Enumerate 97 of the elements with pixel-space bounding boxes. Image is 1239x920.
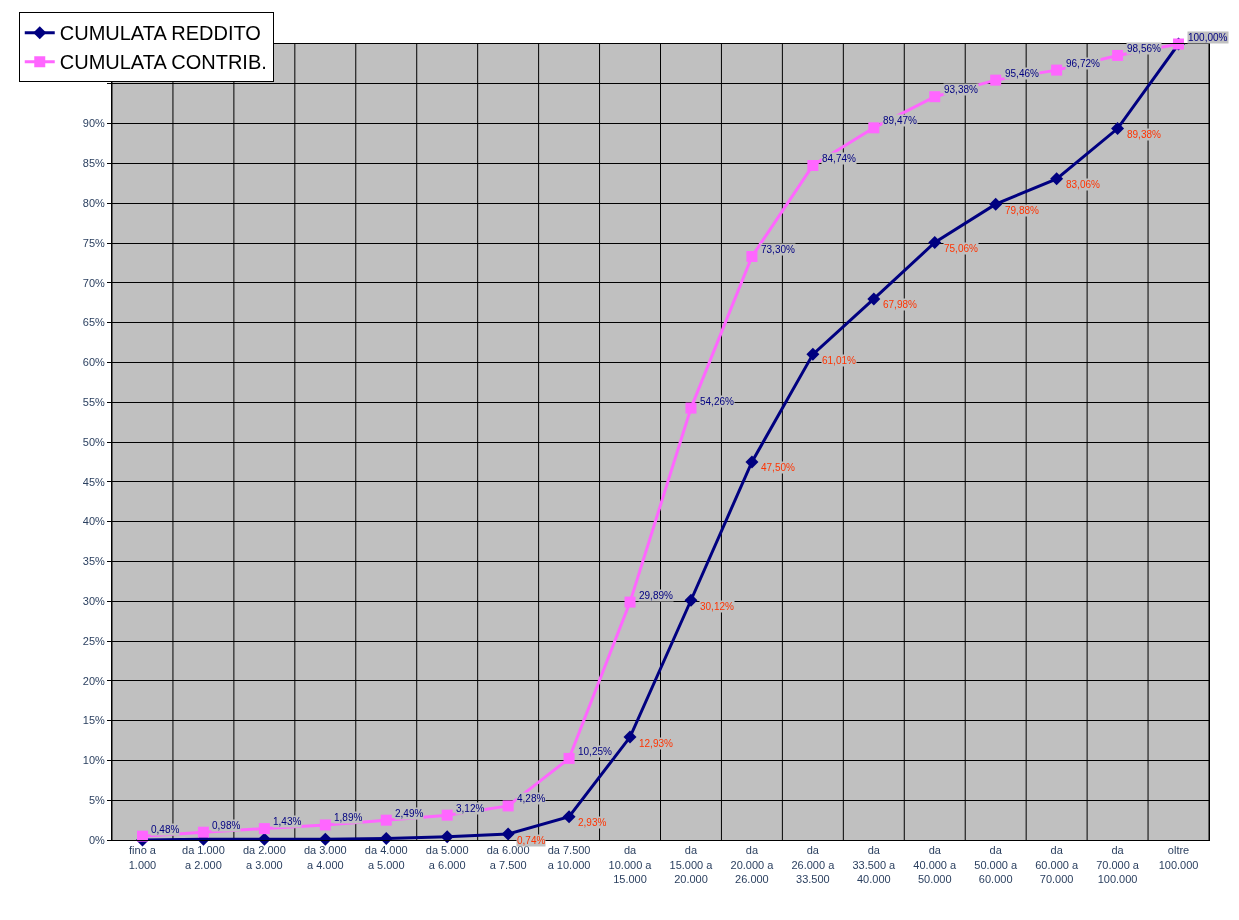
point	[806, 347, 820, 361]
point	[501, 827, 515, 841]
point	[807, 159, 819, 171]
data-label: 89,47%	[883, 115, 918, 126]
data-label: 89,38%	[1127, 129, 1162, 140]
x-tick-label: da 4.000 a 5.000	[364, 844, 408, 871]
point	[990, 74, 1002, 86]
point	[380, 814, 392, 826]
x-tick-label: da 40.000 a 50.000	[913, 844, 958, 885]
point	[136, 830, 148, 842]
x-tick-label: da 15.000 a 20.000	[669, 844, 714, 885]
point	[562, 810, 576, 824]
point	[1050, 172, 1064, 186]
x-tick-label: da 10.000 a 15.000	[608, 844, 653, 885]
point	[440, 830, 454, 844]
data-label: 95,46%	[1005, 68, 1040, 79]
point	[1112, 49, 1124, 61]
data-label: 98,56%	[1127, 43, 1162, 54]
point	[624, 596, 636, 608]
y-tick-label: 35%	[82, 555, 105, 568]
data-label: 0,98%	[212, 820, 241, 831]
data-label: 3,12%	[456, 803, 485, 814]
point	[441, 809, 453, 821]
y-tick-label: 55%	[82, 396, 105, 409]
data-label: 79,88%	[1005, 205, 1040, 216]
point	[563, 752, 575, 764]
data-label: 29,89%	[639, 590, 674, 601]
y-tick-label: 0%	[88, 833, 106, 846]
data-label: 100,00%	[1188, 32, 1228, 43]
x-tick-label: da 7.500 a 10.000	[547, 844, 591, 871]
point	[685, 402, 697, 414]
x-tick-label: da 26.000 a 33.500	[791, 844, 836, 885]
point	[258, 823, 270, 835]
point	[867, 292, 881, 306]
x-tick-label: da 5.000 a 6.000	[425, 844, 469, 871]
x-tick-label: fino a 1.000	[128, 844, 157, 871]
y-tick-label: 75%	[82, 236, 105, 249]
data-label: 1,43%	[273, 816, 302, 827]
data-label: 30,12%	[700, 601, 735, 612]
y-tick-label: 70%	[82, 276, 105, 289]
y-tick-label: 25%	[82, 634, 105, 647]
legend-label: CUMULATA REDDITO	[59, 22, 261, 45]
y-tick-label: 10%	[82, 754, 105, 767]
y-tick-label: 50%	[82, 435, 105, 448]
data-label: 2,93%	[578, 817, 607, 828]
y-tick-label: 60%	[82, 356, 105, 369]
legend-label: CUMULATA CONTRIB.	[59, 51, 267, 74]
data-label: 47,50%	[761, 462, 796, 473]
y-tick-label: 5%	[88, 794, 106, 807]
data-label: 73,30%	[761, 244, 796, 255]
y-tick-label: 40%	[82, 515, 105, 528]
data-label: 96,72%	[1066, 58, 1101, 69]
x-tick-label: da 70.000 a 100.000	[1096, 844, 1140, 885]
data-label: 12,93%	[639, 738, 674, 749]
y-tick-label: 80%	[82, 197, 105, 210]
point	[745, 455, 759, 469]
x-tick-label: da 3.000 a 4.000	[303, 844, 347, 871]
y-tick-label: 30%	[82, 595, 105, 608]
x-tick-label: da 33.500 a 40.000	[852, 844, 897, 885]
data-label: 84,74%	[822, 153, 857, 164]
point	[746, 251, 758, 263]
x-tick-label: da 20.000 a 26.000	[730, 844, 775, 885]
point	[989, 197, 1003, 211]
x-tick-label: da 2.000 a 3.000	[242, 844, 286, 871]
data-label: 67,98%	[883, 299, 918, 310]
point	[502, 800, 514, 812]
data-label: 2,49%	[395, 808, 424, 819]
point	[929, 91, 941, 103]
point	[197, 826, 209, 838]
data-label: 1,89%	[334, 812, 363, 823]
x-tick-label: oltre 100.000	[1158, 844, 1199, 871]
point	[1111, 122, 1125, 136]
data-label: 83,06%	[1066, 179, 1101, 190]
data-label: 10,25%	[578, 746, 613, 757]
point	[1051, 64, 1063, 76]
point	[928, 236, 942, 250]
data-label: 54,26%	[700, 396, 735, 407]
data-label: 4,28%	[517, 793, 546, 804]
point	[319, 819, 331, 831]
y-tick-label: 15%	[82, 714, 105, 727]
data-label: 61,01%	[822, 355, 857, 366]
y-tick-label: 90%	[82, 117, 105, 130]
point	[623, 730, 637, 744]
x-tick-label: da 6.000 a 7.500	[486, 844, 530, 871]
x-tick-label: da 1.000 a 2.000	[182, 844, 225, 871]
data-label: 75,06%	[944, 243, 979, 254]
point	[684, 593, 698, 607]
y-tick-label: 20%	[82, 674, 105, 687]
x-tick-label: da 60.000 a 70.000	[1035, 844, 1079, 885]
x-tick-label: da 50.000 a 60.000	[974, 844, 1018, 885]
data-label: 93,38%	[944, 84, 979, 95]
y-tick-label: 65%	[82, 316, 105, 329]
data-label: 0,48%	[151, 824, 180, 835]
point	[868, 122, 880, 134]
y-tick-label: 85%	[82, 157, 105, 170]
y-tick-label: 45%	[82, 475, 105, 488]
data-label: 0,74%	[517, 835, 546, 846]
